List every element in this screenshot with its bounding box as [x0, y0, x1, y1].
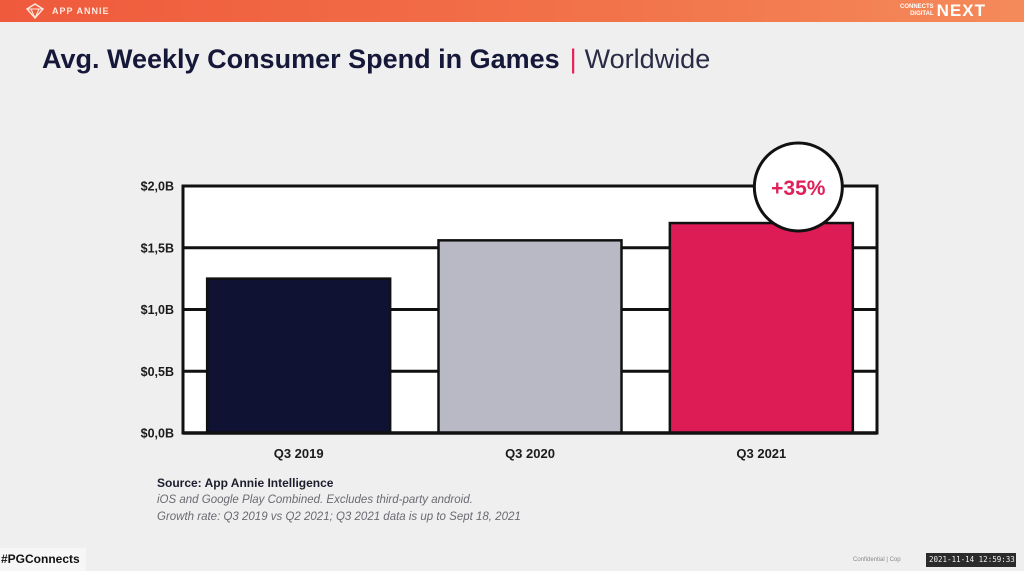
source-line-2: Growth rate: Q3 2019 vs Q2 2021; Q3 2021… [157, 511, 521, 523]
y-tick-label: $2,0B [141, 180, 174, 194]
source-line-1: iOS and Google Play Combined. Excludes t… [157, 494, 473, 506]
y-tick-label: $0,0B [141, 427, 174, 441]
growth-badge [752, 141, 844, 233]
top-banner: APP ANNIE CONNECTS DIGITAL NEXT [0, 0, 1024, 22]
y-tick-label: $1,5B [141, 241, 174, 255]
partner-big-text: NEXT [936, 1, 986, 20]
slide-title: Avg. Weekly Consumer Spend in Games | Wo… [42, 44, 710, 75]
hashtag-label: #PGConnects [0, 548, 86, 571]
video-timestamp: 2021-11-14 12:59:33 [926, 553, 1016, 567]
title-separator: | [569, 44, 577, 74]
confidential-note: Confidential | Cop [853, 557, 901, 563]
x-tick-label: Q3 2021 [736, 446, 786, 461]
bar-q3-2019 [205, 277, 392, 435]
title-region: Worldwide [584, 44, 711, 74]
title-main: Avg. Weekly Consumer Spend in Games [42, 44, 560, 74]
y-tick-label: $1,0B [141, 303, 174, 317]
y-tick-label: $0,5B [141, 365, 174, 379]
app-annie-brand: APP ANNIE [26, 2, 110, 20]
brand-name: APP ANNIE [52, 6, 110, 16]
slide: Avg. Weekly Consumer Spend in Games | Wo… [0, 22, 1024, 571]
partner-small-text: CONNECTS DIGITAL [899, 4, 934, 17]
app-annie-logo-icon [26, 3, 44, 19]
bar-q3-2020 [437, 239, 623, 435]
source-heading: Source: App Annie Intelligence [157, 476, 334, 490]
connects-digital-next-logo: CONNECTS DIGITAL NEXT [884, 1, 986, 21]
x-tick-label: Q3 2019 [274, 446, 324, 461]
bar-q3-2021 [668, 221, 855, 435]
growth-label: +35% [771, 177, 826, 200]
bar-chart: $0,0B $0,5B $1,0B $1,5B $2,0B Q3 2019 Q3 2020 Q… [141, 141, 879, 461]
x-tick-label: Q3 2020 [505, 446, 555, 461]
source-note: Source: App Annie Intelligence iOS and G… [157, 475, 521, 526]
